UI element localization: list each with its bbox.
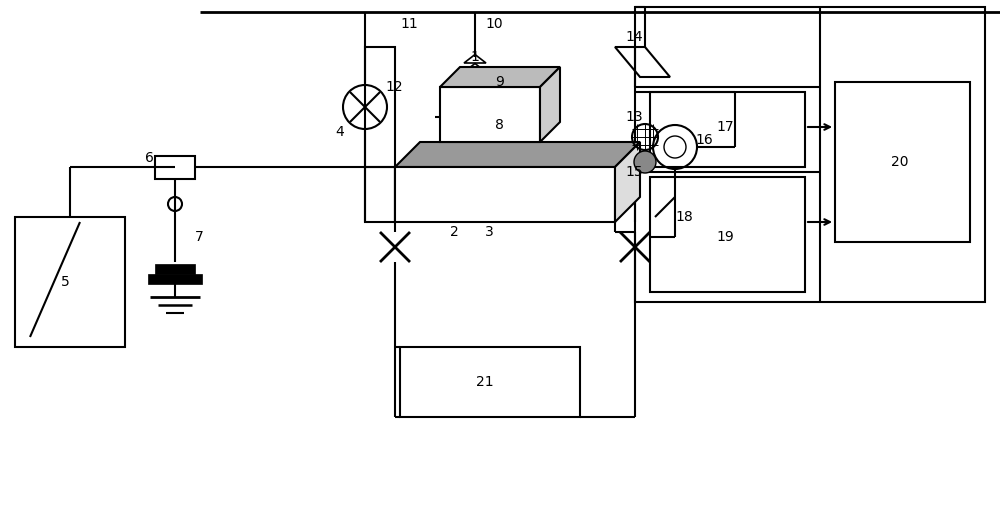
Circle shape bbox=[634, 151, 656, 173]
Text: 14: 14 bbox=[625, 30, 643, 44]
Bar bbox=[15, 217, 125, 347]
Polygon shape bbox=[440, 67, 560, 87]
Text: 4: 4 bbox=[335, 125, 344, 139]
Text: 13: 13 bbox=[625, 110, 643, 124]
Text: 1: 1 bbox=[470, 50, 479, 64]
Polygon shape bbox=[540, 67, 560, 142]
Text: 6: 6 bbox=[145, 151, 154, 165]
Text: 21: 21 bbox=[476, 375, 494, 389]
Text: 10: 10 bbox=[485, 17, 503, 31]
Text: 11: 11 bbox=[400, 17, 418, 31]
Text: 9: 9 bbox=[495, 75, 504, 89]
Bar bbox=[835, 82, 970, 242]
Polygon shape bbox=[395, 142, 640, 167]
Text: 19: 19 bbox=[716, 230, 734, 244]
Text: 15: 15 bbox=[625, 165, 643, 179]
Bar bbox=[650, 177, 805, 292]
Text: 20: 20 bbox=[891, 155, 909, 169]
Bar bbox=[148, 274, 202, 284]
Bar bbox=[155, 264, 195, 274]
Text: 12: 12 bbox=[385, 80, 403, 94]
Bar bbox=[635, 7, 985, 302]
Text: 7: 7 bbox=[195, 230, 204, 244]
Text: 5: 5 bbox=[61, 275, 69, 289]
Text: 2: 2 bbox=[450, 225, 459, 239]
Bar bbox=[440, 87, 540, 142]
Text: 18: 18 bbox=[675, 210, 693, 224]
Bar bbox=[400, 347, 580, 417]
Polygon shape bbox=[615, 142, 640, 222]
Text: 8: 8 bbox=[495, 118, 504, 132]
Bar bbox=[650, 92, 805, 167]
Text: 16: 16 bbox=[695, 133, 713, 147]
Bar bbox=[395, 167, 615, 222]
Bar bbox=[155, 156, 195, 179]
Text: 3: 3 bbox=[485, 225, 494, 239]
Text: 17: 17 bbox=[716, 120, 734, 134]
